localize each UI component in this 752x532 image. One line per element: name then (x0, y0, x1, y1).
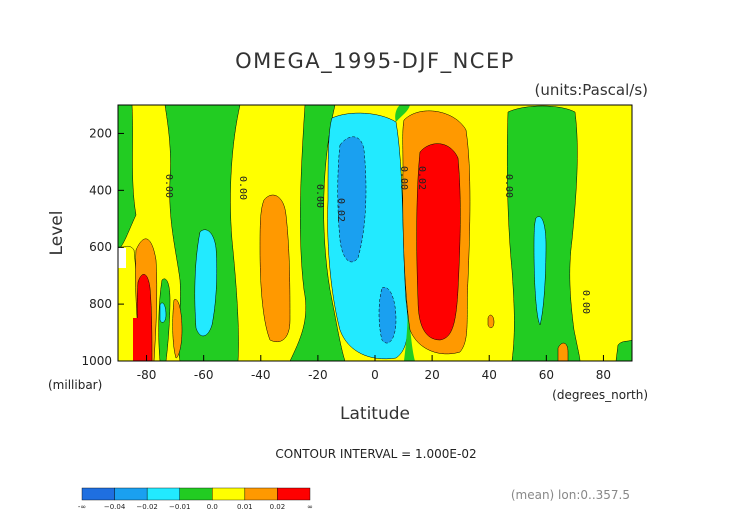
region-orange-sh-midlat (259, 194, 291, 343)
region-cyan-sh-polar (159, 302, 167, 323)
colorbar-label: −0.04 (104, 503, 126, 511)
contour-label: 0.00 (314, 184, 325, 208)
colorbar-label: 0.0 (207, 503, 218, 511)
colorbar-label: −0.01 (169, 503, 190, 511)
colorbar-swatch (146, 487, 180, 501)
region-missing-data (118, 248, 126, 268)
x-axis-ticks: -80 -60 -40 -20 0 20 40 60 80 (137, 355, 611, 382)
region-green-subtropic-south (289, 105, 346, 361)
x-tick-label: -20 (308, 368, 328, 382)
region-orange-nh-surface (557, 342, 569, 361)
y-unit-label: (millibar) (48, 378, 102, 392)
region-green-sh-edge (118, 105, 137, 251)
mean-label: (mean) lon:0..357.5 (511, 488, 630, 502)
x-tick-label: -80 (137, 368, 157, 382)
x-unit-label: (degrees_north) (552, 388, 648, 402)
region-orange-nh-dot (487, 314, 495, 329)
colorbar-labels: -∞ −0.04 −0.02 −0.01 0.0 0.01 0.02 ∞ (78, 503, 313, 511)
colorbar-swatch (81, 487, 115, 501)
colorbar-label: 0.02 (270, 503, 286, 511)
x-tick-label: 40 (482, 368, 497, 382)
colorbar-swatch (114, 487, 148, 501)
colorbar (81, 487, 311, 501)
colorbar-swatch (277, 487, 311, 501)
contour-label: 0.02 (416, 166, 427, 190)
units-label: (units:Pascal/s) (535, 81, 649, 99)
y-tick-label: 600 (89, 240, 112, 254)
region-blue-upper (337, 136, 367, 263)
colorbar-label: -∞ (78, 503, 86, 511)
colorbar-label: 0.01 (237, 503, 253, 511)
y-axis-label: Level (47, 211, 67, 256)
region-green-eq-top (395, 105, 410, 122)
contour-label: 0.00 (580, 290, 591, 314)
x-tick-label: 80 (596, 368, 611, 382)
contour-label: 0.00 (503, 174, 514, 198)
region-orange-sh-polar-2 (172, 299, 183, 359)
colorbar-swatch (212, 487, 246, 501)
contour-label: 0.02 (335, 198, 346, 222)
region-blue-lower (378, 287, 397, 344)
contour-label: 0.00 (237, 176, 248, 200)
region-cyan-sh-small (194, 229, 218, 337)
y-axis-ticks: 200 400 600 800 1000 (81, 126, 124, 368)
contour-interval-label: CONTOUR INTERVAL = 1.000E-02 (275, 447, 476, 461)
colorbar-swatch (244, 487, 278, 501)
x-tick-label: 20 (424, 368, 439, 382)
y-tick-label: 800 (89, 297, 112, 311)
chart-title: OMEGA_1995-DJF_NCEP (235, 49, 515, 74)
region-cyan-nh-small (533, 216, 547, 326)
colorbar-label: −0.02 (136, 503, 157, 511)
x-axis-label: Latitude (340, 404, 410, 424)
x-tick-label: -60 (194, 368, 214, 382)
colorbar-swatch (179, 487, 213, 501)
contour-field: 0.00 0.00 0.00 0.02 0.00 0.02 0.00 0.00 (118, 105, 632, 361)
contour-label: 0.00 (398, 166, 409, 190)
contour-label: 0.00 (163, 174, 174, 198)
y-tick-label: 200 (89, 126, 112, 140)
region-green-eq-bottom (404, 300, 415, 361)
region-green-nh-edge (615, 339, 632, 361)
region-red-nh (416, 143, 461, 341)
x-tick-label: 0 (371, 368, 379, 382)
x-tick-label: 60 (539, 368, 554, 382)
region-red-sh-polar-edge (133, 318, 141, 361)
x-tick-label: -40 (251, 368, 271, 382)
y-tick-label: 400 (89, 183, 112, 197)
y-tick-label: 1000 (81, 354, 112, 368)
colorbar-label: ∞ (307, 503, 313, 511)
